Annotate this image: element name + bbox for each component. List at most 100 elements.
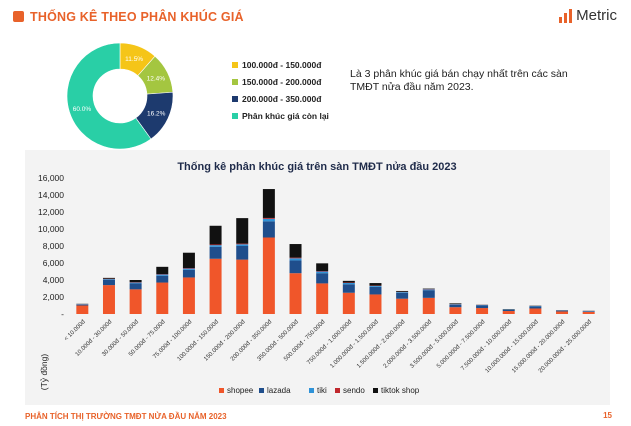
bar-segment-sendo (182, 268, 195, 269)
y-axis-label: (Tỷ đồng) (39, 354, 49, 391)
bar-segment-tiki (102, 279, 115, 280)
donut-slice-label: 60.0% (73, 106, 92, 113)
donut-slice (66, 42, 152, 150)
bar-segment-tiki (236, 244, 249, 246)
bar-segment-tiktok-shop (102, 277, 115, 279)
legend-label: lazada (267, 386, 291, 395)
x-tick-label: 10.000.000đ - 15.000.000đ (485, 319, 541, 375)
bar-segment-tiktok-shop (396, 290, 409, 292)
bar-segment-tiktok-shop (342, 280, 355, 283)
legend-swatch (335, 388, 340, 393)
bar-segment-shopee (396, 298, 409, 314)
stacked-bar-chart: Thống kê phân khúc giá trên sàn TMĐT nửa… (38, 161, 595, 395)
bar-segment-shopee (529, 308, 542, 314)
metric-logo: Metric (559, 7, 617, 24)
legend-label: tiki (317, 386, 327, 395)
bar-segment-shopee (156, 282, 169, 314)
donut-slice-label: 11.5% (125, 56, 143, 63)
y-tick-label: 10,000 (38, 224, 64, 234)
donut-legend-label: 200.000đ - 350.000đ (242, 93, 322, 104)
y-tick-label: 16,000 (38, 173, 64, 183)
y-tick-label: 6,000 (43, 258, 65, 268)
bar-segment-shopee (316, 283, 329, 314)
bar-segment-tiki (209, 245, 222, 247)
donut-legend-item: 100.000đ - 150.000đ (232, 56, 329, 73)
header-bullet-icon (13, 11, 24, 22)
bar-segment-tiktok-shop (182, 252, 195, 269)
bar-segment-shopee (476, 308, 489, 314)
bar-segment-lazada (476, 305, 489, 309)
bar-segment-shopee (262, 237, 275, 314)
bar-segment-sendo (289, 257, 302, 259)
logo-text: Metric (576, 7, 617, 24)
bar-segment-lazada (102, 280, 115, 286)
bar-segment-lazada (529, 306, 542, 309)
x-tick-label: 2.000.000đ - 3.500.000đ (383, 319, 434, 370)
bar-segment-lazada (262, 221, 275, 238)
legend-swatch (373, 388, 378, 393)
legend-swatch (219, 388, 224, 393)
bar-segment-lazada (556, 310, 569, 312)
bar-segment-shopee (449, 307, 462, 314)
bar-segment-shopee (342, 292, 355, 314)
bar-segment-sendo (236, 243, 249, 245)
summary-text: Là 3 phân khúc giá bán chạy nhất trên cá… (350, 68, 568, 93)
bar-segment-lazada (209, 246, 222, 259)
bar-segment-tiktok-shop (156, 266, 169, 275)
bar-segment-tiktok-shop (449, 303, 462, 305)
bar-segment-lazada (129, 283, 142, 290)
donut-legend: 100.000đ - 150.000đ 150.000đ - 200.000đ … (232, 56, 329, 124)
y-tick-label: 8,000 (43, 241, 65, 251)
donut-chart: 11.5% 12.4% 16.2% 60.0% (66, 42, 174, 150)
bar-segment-tiktok-shop (262, 189, 275, 218)
bar-segment-tiktok-shop (129, 280, 142, 283)
x-tick-label: 1.500.000đ - 2.000.000đ (356, 319, 407, 370)
bar-segment-lazada (422, 290, 435, 298)
bar-segment-shopee (369, 294, 382, 314)
bar-segment-tiki (396, 292, 409, 293)
chart-title: Thống kê phân khúc giá trên sàn TMĐT nửa… (177, 161, 456, 173)
x-tick-label: 5.000.000đ - 7.500.000đ (436, 319, 487, 370)
bar-segment-tiki (156, 274, 169, 276)
legend-label: tiktok shop (381, 386, 420, 395)
legend-swatch (232, 61, 238, 68)
y-tick-label: 14,000 (38, 190, 64, 200)
bar-segment-lazada (156, 275, 169, 283)
bar-segment-tiktok-shop (236, 218, 249, 244)
bar-segment-lazada (316, 273, 329, 284)
x-tick-label: 7.500.000đ - 10.000.000đ (460, 319, 513, 372)
legend-swatch (232, 78, 238, 85)
donut-legend-item: 150.000đ - 200.000đ (232, 73, 329, 90)
x-tick-label: 3.500.000đ - 5.000.000đ (409, 319, 460, 370)
bar-segment-shopee (129, 289, 142, 314)
donut-slice-label: 16.2% (147, 110, 166, 117)
bar-segment-lazada (342, 284, 355, 293)
bar-segment-tiki (129, 282, 142, 284)
x-tick-label: < 10.000đ (64, 319, 88, 343)
bar-segment-tiki (369, 285, 382, 287)
bar-segment-lazada (182, 269, 195, 278)
legend-label: sendo (343, 386, 365, 395)
donut-slice-label: 12.4% (147, 76, 166, 83)
bar-segment-tiktok-shop (369, 283, 382, 286)
bar-segment-lazada (449, 304, 462, 308)
donut-legend-label: 150.000đ - 200.000đ (242, 76, 322, 87)
legend-swatch (259, 388, 264, 393)
footer-text: PHÂN TÍCH THỊ TRƯỜNG TMĐT NỬA ĐẦU NĂM 20… (25, 412, 227, 421)
bar-segment-sendo (262, 217, 275, 219)
bar-segment-tiki (422, 289, 435, 291)
bar-segment-shopee (289, 273, 302, 314)
bar-segment-lazada (289, 260, 302, 274)
bar-segment-sendo (209, 244, 222, 246)
bar-segment-shopee (209, 258, 222, 314)
bar-segment-shopee (582, 311, 595, 314)
bar-segment-shopee (182, 277, 195, 314)
y-tick-label: 2,000 (43, 292, 65, 302)
bar-segment-lazada (76, 304, 89, 306)
bar-segment-lazada (369, 286, 382, 295)
y-tick-label: - (61, 309, 64, 319)
bar-segment-sendo (316, 270, 329, 272)
donut-legend-item: 200.000đ - 350.000đ (232, 90, 329, 107)
bar-segment-lazada (236, 246, 249, 260)
bar-segment-tiki (289, 258, 302, 261)
